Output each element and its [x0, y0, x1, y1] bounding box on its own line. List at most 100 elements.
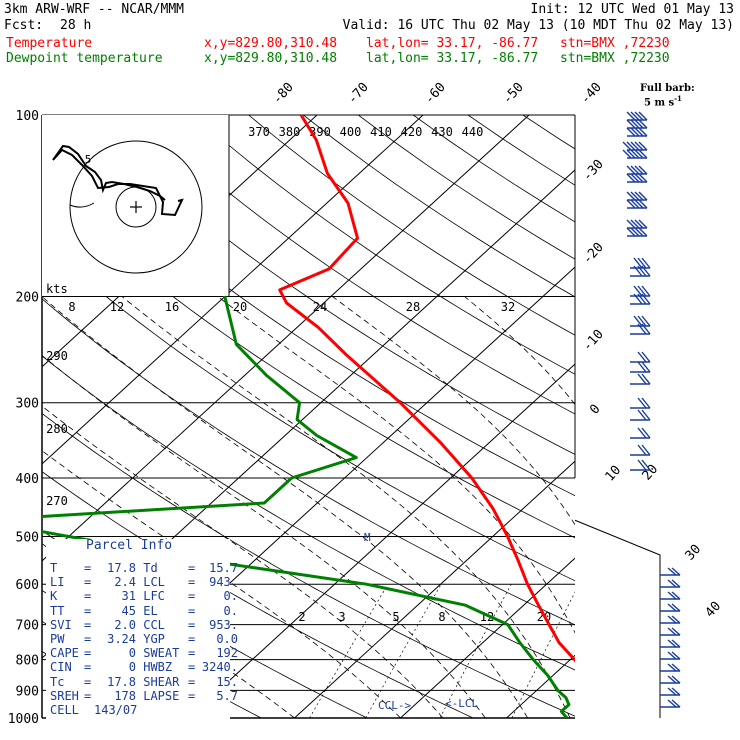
- wind-barb-feather: [667, 639, 677, 648]
- wind-barb: [626, 199, 648, 209]
- parcel-param-label: CCL: [136, 617, 165, 632]
- wind-barb-feather: [667, 591, 677, 600]
- parcel-param-label: CAPE: [50, 646, 79, 661]
- parcel-info-row: SVI = 2.0 CCL = 953.: [50, 618, 238, 632]
- wind-barb-feather: [634, 219, 644, 229]
- wind-barb-feather: [634, 191, 644, 201]
- pressure-label: 400: [16, 472, 39, 487]
- ccl-marker: CCL->: [378, 699, 411, 712]
- wind-barb-feather: [638, 141, 648, 151]
- dry-adiabat: [193, 115, 575, 375]
- wind-barb-feather: [638, 149, 648, 159]
- wind-barb-feather: [638, 199, 648, 209]
- parcel-equals: =: [84, 589, 92, 604]
- parcel-equals: =: [84, 660, 92, 675]
- wind-barb-feather: [622, 149, 632, 159]
- hodograph-trace: [52, 144, 184, 217]
- parcel-info-rows: T = 17.8 Td = 15.7 LI = 2.4 LCL = 943. K = 31 LFC = 0.…: [50, 561, 238, 717]
- isotherm-line: [294, 460, 575, 718]
- wind-barb-feather: [634, 141, 644, 151]
- wind-barb-feather: [633, 265, 643, 277]
- parcel-info-title: Parcel Info: [86, 538, 173, 553]
- parcel-equals: =: [188, 575, 196, 590]
- parcel-param-value: 3240.: [201, 660, 238, 675]
- wind-barb-feather: [637, 397, 647, 409]
- wind-barb-feather: [667, 567, 677, 576]
- wind-barb: [630, 444, 651, 456]
- parcel-param-label: SREH: [50, 688, 79, 703]
- wind-barb-feather: [637, 444, 647, 456]
- hodograph-speed-label: 20: [233, 300, 247, 314]
- parcel-param-value: 0.0: [216, 632, 238, 647]
- parcel-param-label: LCL: [136, 575, 165, 590]
- isotherm-label: -40: [578, 80, 605, 107]
- temperature-legend-latlon: lat,lon= 33.17, -86.77: [366, 36, 539, 51]
- isotherm-label: 30: [683, 542, 705, 564]
- dry-adiabat: [42, 412, 575, 717]
- theta-label-left: 280: [46, 422, 68, 436]
- wind-barb: [630, 265, 651, 277]
- wind-barb-feather: [630, 173, 640, 183]
- hodograph-ring-label: 5: [85, 153, 92, 166]
- parcel-param-label: YGP: [136, 632, 165, 647]
- wind-barb-feather: [671, 675, 681, 684]
- parcel-equals: =: [84, 575, 92, 590]
- wind-barb: [660, 603, 681, 612]
- wind-barb-feather: [637, 373, 647, 385]
- wind-barb-feather: [630, 141, 640, 151]
- wind-barb: [622, 149, 648, 159]
- parcel-equals: =: [188, 688, 196, 703]
- wind-barb-feather: [626, 191, 636, 201]
- mixing-ratio-label: 2: [298, 610, 305, 624]
- parcel-param-value: 5.7: [216, 688, 238, 703]
- isotherm-label: -10: [580, 327, 607, 354]
- wind-barb-feather: [638, 111, 648, 121]
- hodograph-speed-label: 12: [110, 300, 124, 314]
- wind-barb-feather: [641, 409, 651, 421]
- wind-barb-feather: [638, 191, 648, 201]
- wind-barb-feather: [671, 639, 681, 648]
- parcel-equals: =: [84, 646, 92, 661]
- parcel-param-value: 17.8: [107, 561, 136, 575]
- wind-barb-feather: [633, 293, 643, 305]
- wind-barb-feather: [637, 257, 647, 269]
- wind-barb-feather: [641, 265, 651, 277]
- wind-barb-feather: [634, 149, 644, 159]
- wind-barb-feather: [637, 293, 647, 305]
- wind-barb: [630, 285, 651, 297]
- parcel-param-label: Tc: [50, 674, 65, 689]
- wind-barb: [626, 165, 648, 175]
- temperature-legend-xy: x,y=829.80,310.48: [204, 36, 338, 51]
- temperature-legend-stn: stn=BMX ,72230: [560, 36, 670, 51]
- wind-barb: [626, 191, 648, 201]
- forecast-hour: 28 h: [60, 18, 92, 33]
- pressure-label: 100: [16, 109, 39, 124]
- wind-barb-feather: [641, 427, 651, 439]
- parcel-info-row: PW = 3.24 YGP = 0.0: [50, 632, 238, 646]
- parcel-param-label: HWBZ: [136, 660, 173, 675]
- isotherm-label: 10: [603, 463, 625, 485]
- wind-barb-feather: [667, 675, 677, 684]
- wind-barb-feather: [637, 285, 647, 297]
- wind-barb-feather: [634, 119, 644, 129]
- theta-label: 420: [401, 125, 423, 139]
- wind-barb-feather: [638, 227, 648, 237]
- wind-barb-feather: [637, 459, 647, 471]
- moist-adiabat: [332, 296, 575, 526]
- isotherm-line: [400, 557, 575, 718]
- dry-adiabat: [83, 115, 575, 455]
- parcel-param-value: 15.7: [209, 561, 238, 575]
- wind-barb-feather: [638, 173, 648, 183]
- parcel-cell-value: 143/07: [94, 703, 138, 718]
- skew-axis-label: 32: [501, 300, 515, 314]
- wind-barb-feather: [630, 119, 640, 129]
- wind-barb: [626, 227, 648, 237]
- wind-barb-feather: [626, 127, 636, 137]
- wind-barb-feather: [630, 127, 640, 137]
- parcel-equals: =: [84, 603, 92, 618]
- init-time: Init: 12 UTC Wed 01 May 13: [530, 2, 735, 17]
- pressure-label: 300: [16, 397, 39, 412]
- parcel-param-label: LFC: [136, 589, 165, 604]
- wind-barb: [660, 627, 681, 636]
- wind-barb: [630, 315, 651, 327]
